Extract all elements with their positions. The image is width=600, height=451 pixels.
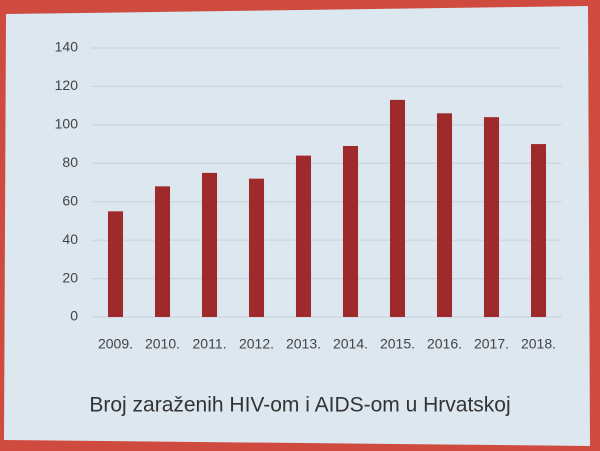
- y-tick-label: 0: [70, 308, 78, 324]
- x-tick-label: 2011.: [193, 336, 227, 352]
- x-tick-label: 2018.: [521, 336, 556, 352]
- x-tick-label: 2012.: [239, 336, 274, 352]
- x-tick-label: 2013.: [286, 336, 321, 352]
- x-tick-label: 2014.: [333, 336, 368, 352]
- bar: [295, 155, 312, 317]
- y-tick-label: 40: [62, 231, 78, 247]
- y-tick-label: 120: [55, 77, 79, 93]
- bar: [107, 211, 124, 317]
- x-tick-label: 2017.: [474, 336, 509, 352]
- bar: [436, 113, 453, 317]
- y-tick-label: 80: [62, 154, 78, 170]
- y-tick-label: 20: [62, 269, 78, 285]
- y-tick-label: 140: [55, 39, 79, 55]
- bar: [389, 99, 406, 317]
- bar: [483, 117, 500, 318]
- x-tick-label: 2016.: [427, 336, 462, 352]
- x-tick-label: 2010.: [145, 336, 180, 352]
- bar: [248, 178, 265, 317]
- bar: [342, 145, 359, 317]
- bar: [530, 144, 547, 317]
- y-tick-label: 60: [62, 192, 78, 208]
- x-tick-label: 2009.: [98, 336, 133, 352]
- bar: [154, 186, 171, 317]
- chart-title: Broj zaraženih HIV-om i AIDS-om u Hrvats…: [89, 394, 510, 417]
- x-tick-label: 2015.: [380, 336, 415, 352]
- y-tick-label: 100: [55, 116, 79, 132]
- bar: [201, 172, 218, 317]
